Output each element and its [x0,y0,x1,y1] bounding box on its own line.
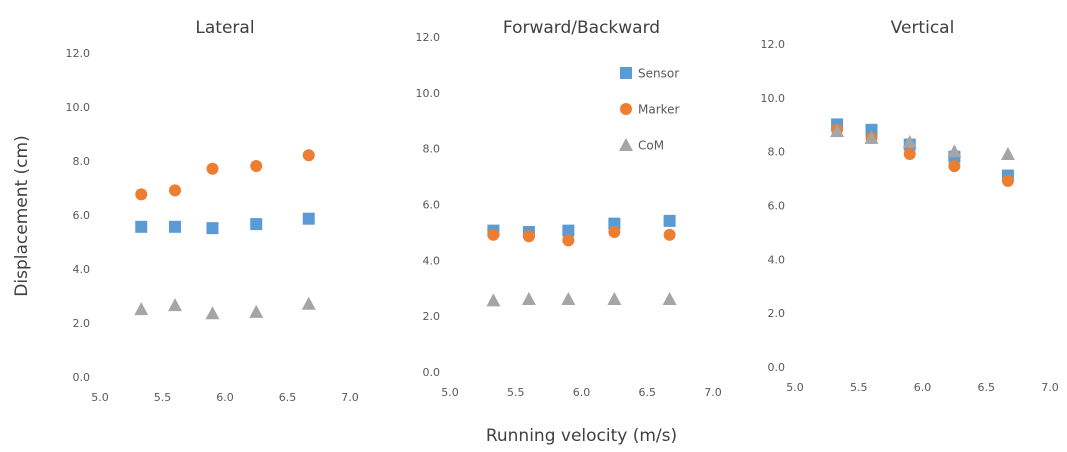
x-tick-label: 6.0 [216,391,234,404]
y-tick-label: 4.0 [423,254,441,267]
point [168,298,182,312]
point [135,220,148,233]
x-tick-label: 5.5 [850,381,868,394]
point [561,292,576,306]
point [948,160,961,173]
point [1000,147,1015,161]
point [562,224,575,237]
point [487,228,500,241]
y-tick-label: 12.0 [761,38,786,51]
y-tick-label: 10.0 [66,101,91,114]
y-tick-label: 10.0 [761,92,786,105]
point [903,148,916,161]
point [169,184,181,197]
point [205,306,220,320]
point [206,222,219,235]
point [902,134,917,148]
x-tick-label: 5.0 [441,386,459,399]
y-tick-label: 2.0 [73,317,91,330]
point [864,130,879,144]
y-tick-label: 6.0 [73,209,91,222]
point [947,144,962,158]
point [134,302,149,316]
y-tick-label: 8.0 [423,143,441,156]
x-tick-label: 7.0 [1041,381,1059,394]
y-tick-label: 4.0 [73,263,91,276]
point [169,220,181,233]
point [663,214,676,227]
point [302,212,315,225]
x-tick-label: 6.0 [573,386,591,399]
y-tick-label: 0.0 [768,361,786,374]
point [830,124,845,138]
point [562,234,575,247]
y-tick-label: 0.0 [73,371,91,384]
x-axis-title: Running velocity (m/s) [486,426,677,446]
point [608,217,621,230]
point [301,296,316,310]
x-tick-label: 6.0 [914,381,932,394]
chart-title: Lateral [195,18,254,38]
y-tick-label: 6.0 [768,200,786,213]
legend-marker [620,67,632,79]
y-axis-title: Displacement (cm) [12,135,32,296]
legend-label: CoM [638,139,664,153]
y-tick-label: 12.0 [66,47,91,60]
point [1001,174,1014,187]
point [249,304,264,318]
y-tick-label: 4.0 [768,253,786,266]
y-tick-label: 10.0 [416,87,441,100]
y-tick-label: 0.0 [423,366,441,379]
x-tick-label: 7.0 [704,386,722,399]
y-tick-label: 8.0 [768,146,786,159]
point [607,292,622,306]
legend-marker [620,103,632,115]
x-tick-label: 6.5 [978,381,996,394]
point [662,292,677,306]
legend-label: Sensor [638,67,679,81]
point [250,218,263,231]
point [302,149,315,162]
point [521,292,536,306]
y-tick-label: 12.0 [416,31,441,44]
point [206,162,219,175]
x-tick-label: 6.5 [639,386,657,399]
point [250,160,263,173]
x-tick-label: 5.5 [507,386,525,399]
chart-title: Vertical [891,18,955,38]
legend-label: Marker [638,103,680,117]
chart-title: Forward/Backward [503,18,660,38]
y-tick-label: 2.0 [768,307,786,320]
x-tick-label: 6.5 [279,391,297,404]
y-tick-label: 2.0 [423,310,441,323]
y-tick-label: 6.0 [423,199,441,212]
x-tick-label: 5.0 [786,381,804,394]
point [522,230,535,243]
point [608,226,621,239]
point [663,228,676,241]
point [486,293,501,307]
x-tick-label: 5.0 [91,391,109,404]
x-tick-label: 7.0 [341,391,359,404]
point [135,188,148,201]
x-tick-label: 5.5 [154,391,172,404]
legend-marker [619,138,633,151]
y-tick-label: 8.0 [73,155,91,168]
